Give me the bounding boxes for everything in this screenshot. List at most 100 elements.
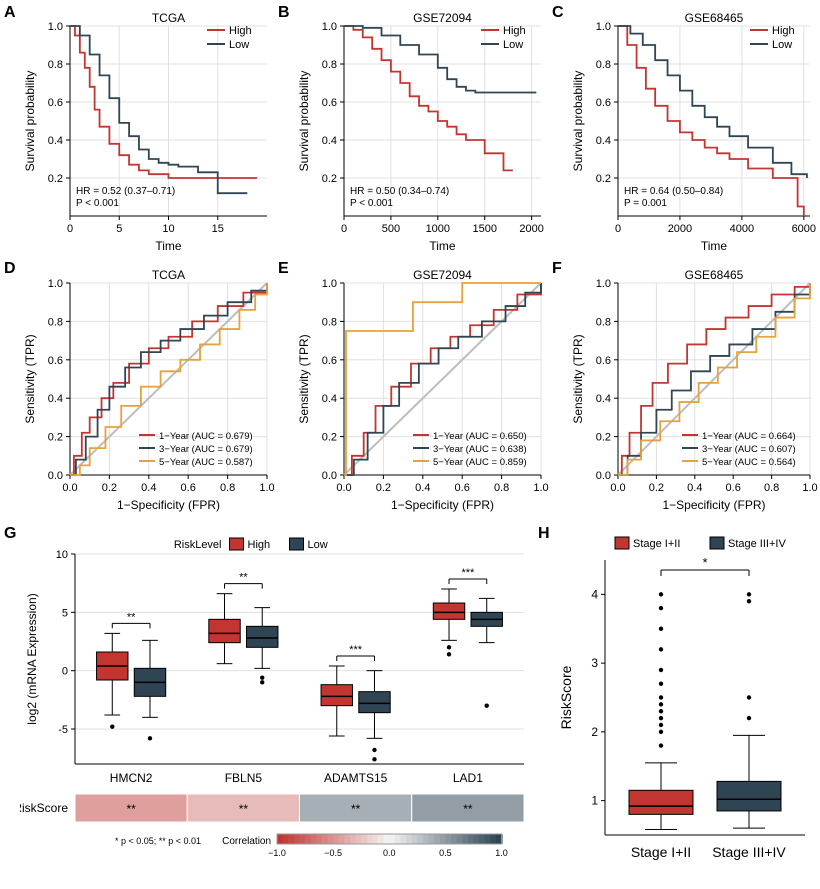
svg-text:0.6: 0.6 bbox=[596, 97, 611, 109]
svg-text:TCGA: TCGA bbox=[152, 11, 185, 25]
svg-text:0.6: 0.6 bbox=[726, 482, 741, 494]
panel-label-b: B bbox=[278, 4, 290, 22]
svg-text:0.6: 0.6 bbox=[596, 355, 611, 367]
svg-text:0.6: 0.6 bbox=[322, 355, 337, 367]
svg-text:0.4: 0.4 bbox=[322, 135, 337, 147]
svg-text:0.6: 0.6 bbox=[48, 355, 63, 367]
svg-text:Stage III+IV: Stage III+IV bbox=[712, 844, 786, 860]
svg-text:Survival probability: Survival probability bbox=[23, 71, 37, 172]
svg-text:5−Year (AUC = 0.859): 5−Year (AUC = 0.859) bbox=[433, 457, 527, 468]
svg-text:HR = 0.64 (0.50–0.84): HR = 0.64 (0.50–0.84) bbox=[624, 186, 723, 197]
svg-text:1−Specificity (FPR): 1−Specificity (FPR) bbox=[391, 498, 494, 512]
svg-text:0.0: 0.0 bbox=[62, 482, 77, 494]
svg-text:0.8: 0.8 bbox=[494, 482, 509, 494]
svg-text:0.6: 0.6 bbox=[455, 482, 470, 494]
svg-text:0.4: 0.4 bbox=[687, 482, 702, 494]
svg-text:Low: Low bbox=[308, 539, 328, 551]
svg-text:Low: Low bbox=[503, 39, 523, 51]
svg-text:Survival probability: Survival probability bbox=[571, 71, 585, 172]
svg-text:0.2: 0.2 bbox=[48, 173, 63, 185]
svg-text:1.0: 1.0 bbox=[495, 848, 508, 858]
svg-text:Stage III+IV: Stage III+IV bbox=[728, 538, 786, 550]
svg-text:0.2: 0.2 bbox=[376, 482, 391, 494]
svg-text:HR = 0.50 (0.34–0.74): HR = 0.50 (0.34–0.74) bbox=[350, 186, 449, 197]
svg-text:0.8: 0.8 bbox=[596, 59, 611, 71]
svg-text:0.6: 0.6 bbox=[181, 482, 196, 494]
svg-text:0.4: 0.4 bbox=[596, 135, 611, 147]
svg-text:FBLN5: FBLN5 bbox=[225, 771, 263, 785]
svg-text:RiskLevel: RiskLevel bbox=[174, 539, 222, 551]
svg-text:0.0: 0.0 bbox=[322, 470, 337, 482]
svg-text:***: *** bbox=[349, 644, 363, 656]
svg-text:High: High bbox=[503, 25, 526, 37]
svg-text:P < 0.001: P < 0.001 bbox=[350, 198, 393, 209]
svg-text:0.8: 0.8 bbox=[48, 59, 63, 71]
svg-text:GSE72094: GSE72094 bbox=[413, 11, 472, 25]
svg-text:0.8: 0.8 bbox=[764, 482, 779, 494]
svg-text:Stage I+II: Stage I+II bbox=[631, 844, 691, 860]
svg-text:0: 0 bbox=[62, 666, 68, 678]
svg-text:**: ** bbox=[239, 572, 248, 584]
km-chart-tcga: 0.20.40.60.81.0051015TimeSurvival probab… bbox=[20, 8, 275, 256]
panel-label-f: F bbox=[552, 260, 562, 278]
svg-text:Correlation: Correlation bbox=[222, 836, 271, 847]
svg-text:0.4: 0.4 bbox=[48, 135, 63, 147]
svg-text:GSE68465: GSE68465 bbox=[685, 11, 744, 25]
svg-text:−1.0: −1.0 bbox=[268, 848, 286, 858]
svg-text:−0.5: −0.5 bbox=[324, 848, 342, 858]
svg-text:0.2: 0.2 bbox=[322, 173, 337, 185]
svg-text:3−Year (AUC = 0.607): 3−Year (AUC = 0.607) bbox=[702, 444, 796, 455]
svg-text:2000: 2000 bbox=[668, 223, 692, 235]
svg-text:1.0: 1.0 bbox=[533, 482, 548, 494]
svg-text:TCGA: TCGA bbox=[152, 268, 185, 282]
svg-text:0.0: 0.0 bbox=[596, 470, 611, 482]
svg-text:Low: Low bbox=[229, 39, 249, 51]
svg-text:1: 1 bbox=[591, 794, 598, 808]
svg-text:**: ** bbox=[126, 802, 136, 816]
svg-text:1.0: 1.0 bbox=[802, 482, 817, 494]
svg-text:0: 0 bbox=[341, 223, 347, 235]
svg-text:1−Year (AUC = 0.650): 1−Year (AUC = 0.650) bbox=[433, 431, 527, 442]
svg-text:GSE72094: GSE72094 bbox=[413, 268, 472, 282]
svg-text:0.2: 0.2 bbox=[48, 432, 63, 444]
svg-text:1−Year (AUC = 0.664): 1−Year (AUC = 0.664) bbox=[702, 431, 796, 442]
svg-text:1−Specificity (FPR): 1−Specificity (FPR) bbox=[117, 498, 220, 512]
svg-text:RiskScore: RiskScore bbox=[558, 665, 574, 729]
roc-chart-gse68465: 0.00.20.40.60.81.00.00.20.40.60.81.01−Sp… bbox=[568, 265, 818, 515]
svg-text:0.4: 0.4 bbox=[415, 482, 430, 494]
svg-text:HR = 0.52 (0.37–0.71): HR = 0.52 (0.37–0.71) bbox=[76, 186, 175, 197]
svg-text:2: 2 bbox=[591, 725, 598, 739]
svg-text:5−Year (AUC = 0.587): 5−Year (AUC = 0.587) bbox=[159, 457, 253, 468]
svg-text:0.5: 0.5 bbox=[439, 848, 452, 858]
svg-text:-5: -5 bbox=[58, 724, 68, 736]
svg-text:High: High bbox=[229, 25, 252, 37]
svg-text:3: 3 bbox=[591, 656, 598, 670]
svg-text:Time: Time bbox=[429, 239, 456, 253]
svg-text:0.2: 0.2 bbox=[322, 432, 337, 444]
panel-label-d: D bbox=[4, 260, 16, 278]
svg-text:P = 0.001: P = 0.001 bbox=[624, 198, 667, 209]
svg-text:0.0: 0.0 bbox=[336, 482, 351, 494]
km-chart-gse72094: 0.20.40.60.81.00500100015002000TimeSurvi… bbox=[294, 8, 549, 256]
svg-text:1.0: 1.0 bbox=[322, 278, 337, 290]
svg-text:0.4: 0.4 bbox=[596, 393, 611, 405]
svg-text:* p < 0.05; ** p < 0.01: * p < 0.05; ** p < 0.01 bbox=[115, 836, 201, 846]
svg-text:0.8: 0.8 bbox=[220, 482, 235, 494]
km-chart-gse68465: 0.20.40.60.81.00200040006000TimeSurvival… bbox=[568, 8, 818, 256]
svg-text:5−Year (AUC = 0.564): 5−Year (AUC = 0.564) bbox=[702, 457, 796, 468]
svg-text:***: *** bbox=[461, 567, 475, 579]
svg-text:0.4: 0.4 bbox=[48, 393, 63, 405]
svg-text:0.4: 0.4 bbox=[322, 393, 337, 405]
svg-text:Sensitivity (TPR): Sensitivity (TPR) bbox=[297, 334, 311, 423]
svg-text:1.0: 1.0 bbox=[48, 21, 63, 33]
svg-text:1.0: 1.0 bbox=[322, 21, 337, 33]
svg-text:5: 5 bbox=[62, 607, 68, 619]
svg-text:0.0: 0.0 bbox=[383, 848, 396, 858]
svg-text:ADAMTS15: ADAMTS15 bbox=[324, 771, 388, 785]
svg-text:0.8: 0.8 bbox=[596, 316, 611, 328]
panel-label-e: E bbox=[278, 260, 289, 278]
svg-text:0.6: 0.6 bbox=[48, 97, 63, 109]
svg-text:P < 0.001: P < 0.001 bbox=[76, 198, 119, 209]
svg-text:**: ** bbox=[239, 802, 249, 816]
svg-text:**: ** bbox=[351, 802, 361, 816]
